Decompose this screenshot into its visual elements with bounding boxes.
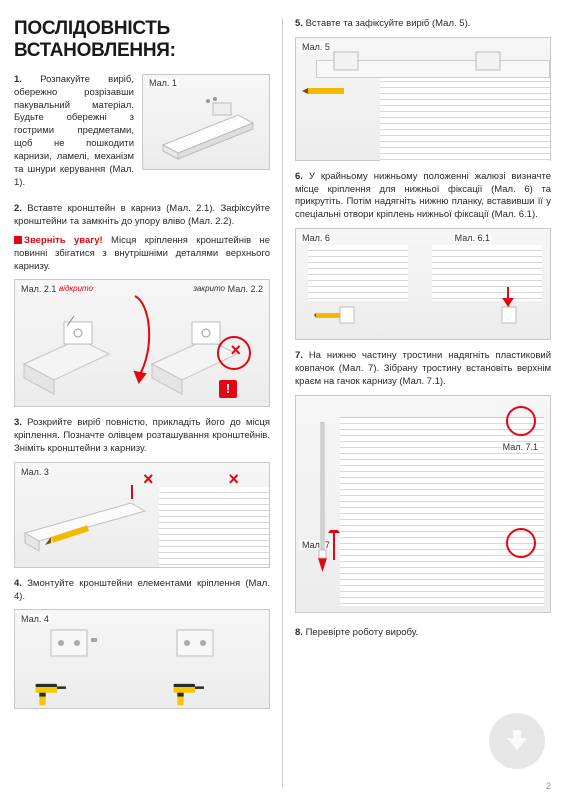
step3-text: 3. Розкрийте виріб повністю, прикладіть … [14,417,270,455]
fig7-1-label: Мал. 7.1 [501,442,540,452]
step6-num: 6. [295,171,303,182]
figure-7: Мал. 7 Мал. 7.1 [295,395,551,613]
warning-text: Зверніть увагу! Місця кріплення кронштей… [14,235,270,273]
step8-text: 8. Перевірте роботу виробу. [295,627,551,640]
blinds-icon [159,487,269,567]
br5a-icon [332,50,362,74]
red-x1-icon: × [143,469,154,490]
figure-6: Мал. 6 Мал. 6.1 [295,228,551,340]
figure-1: Мал. 1 [142,74,270,170]
bracket1-icon [43,624,101,666]
step5-num: 5. [295,18,303,29]
step4-num: 4. [14,578,22,589]
step5-text: 5. Вставте та зафіксуйте виріб (Мал. 5). [295,18,551,31]
bracket-open-icon [19,304,137,402]
bracket2-icon [169,624,227,666]
blinds6a-icon [308,245,408,301]
step3-num: 3. [14,417,22,428]
figure-4: Мал. 4 [14,609,270,709]
fig5-label: Мал. 5 [300,42,332,52]
step1-body: Розпакуйте виріб, обережно розрізавши па… [14,74,134,188]
blinds7-icon [340,406,544,606]
red-x2-icon: × [228,469,239,490]
step8-num: 8. [295,627,303,638]
blinds5-icon [380,76,550,162]
step7-text: 7. На нижню частину тростини надягніть п… [295,350,551,388]
step5-body: Вставте та зафіксуйте виріб (Мал. 5). [306,18,471,29]
red-c7b-icon [506,528,536,558]
figure-5: Мал. 5 [295,37,551,161]
red-arrow6-icon [498,285,520,307]
clip6a-icon [314,303,358,329]
column-divider [282,18,283,787]
step8-body: Перевірте роботу виробу. [306,627,419,638]
fig2-1-label: Мал. 2.1 [19,284,58,294]
step2-text: 2. Вставте кронштейн в карниз (Мал. 2.1)… [14,203,270,229]
drill2-icon [171,680,209,708]
page: ПОСЛІДОВНІСТЬ ВСТАНОВЛЕННЯ: 1. Розпакуйт… [0,0,565,799]
fig1-label: Мал. 1 [147,78,179,88]
fig4-label: Мал. 4 [19,614,51,624]
page-number: 2 [546,781,551,791]
fig3-label: Мал. 3 [19,467,51,477]
warn-block-icon: ! [219,380,237,398]
rail-icon [153,95,263,165]
left-column: ПОСЛІДОВНІСТЬ ВСТАНОВЛЕННЯ: 1. Розпакуйт… [14,18,280,787]
step3-body: Розкрийте виріб повністю, прикладіть йог… [14,417,270,454]
open-label: відкрито [59,284,93,293]
step4-body: Змонтуйте кронштейни елементами кріпленн… [14,578,270,602]
step1-num: 1. [14,74,22,85]
warn-label: Зверніть увагу! [24,235,103,246]
step1-text: 1. Розпакуйте виріб, обережно розрізавши… [14,74,134,189]
step7-num: 7. [295,350,303,361]
red-arrow-icon [133,294,161,384]
rail-pencil-icon [21,493,151,563]
pencil5-icon [300,86,348,98]
warn-square-icon [14,236,22,244]
blinds6b-icon [432,245,542,301]
step6-body: У крайньому нижньому положенні жалюзі ви… [295,171,551,220]
step2-body: Вставте кронштейн в карниз (Мал. 2.1). З… [14,203,270,227]
step7-body: На нижню частину тростини надягніть плас… [295,350,551,387]
red-x-icon: × [230,340,241,361]
red-c7a-icon [506,406,536,436]
page-title: ПОСЛІДОВНІСТЬ ВСТАНОВЛЕННЯ: [14,18,270,62]
fig2-2-label: Мал. 2.2 [226,284,265,294]
step4-text: 4. Змонтуйте кронштейни елементами кріпл… [14,578,270,604]
step6-text: 6. У крайньому нижньому положенні жалюзі… [295,171,551,222]
fig6-label: Мал. 6 [300,233,332,243]
close-label: закрито [193,284,225,293]
right-column: 5. Вставте та зафіксуйте виріб (Мал. 5).… [285,18,551,787]
br5b-icon [474,50,504,74]
step2-num: 2. [14,203,22,214]
figure-3: Мал. 3 × × [14,462,270,568]
drill1-icon [33,680,71,708]
red-tick-icon [131,485,133,499]
red-arrow7-icon [326,530,344,570]
fig6-1-label: Мал. 6.1 [453,233,492,243]
figure-2: Мал. 2.1 Мал. 2.2 відкрито закрито × ! [14,279,270,407]
